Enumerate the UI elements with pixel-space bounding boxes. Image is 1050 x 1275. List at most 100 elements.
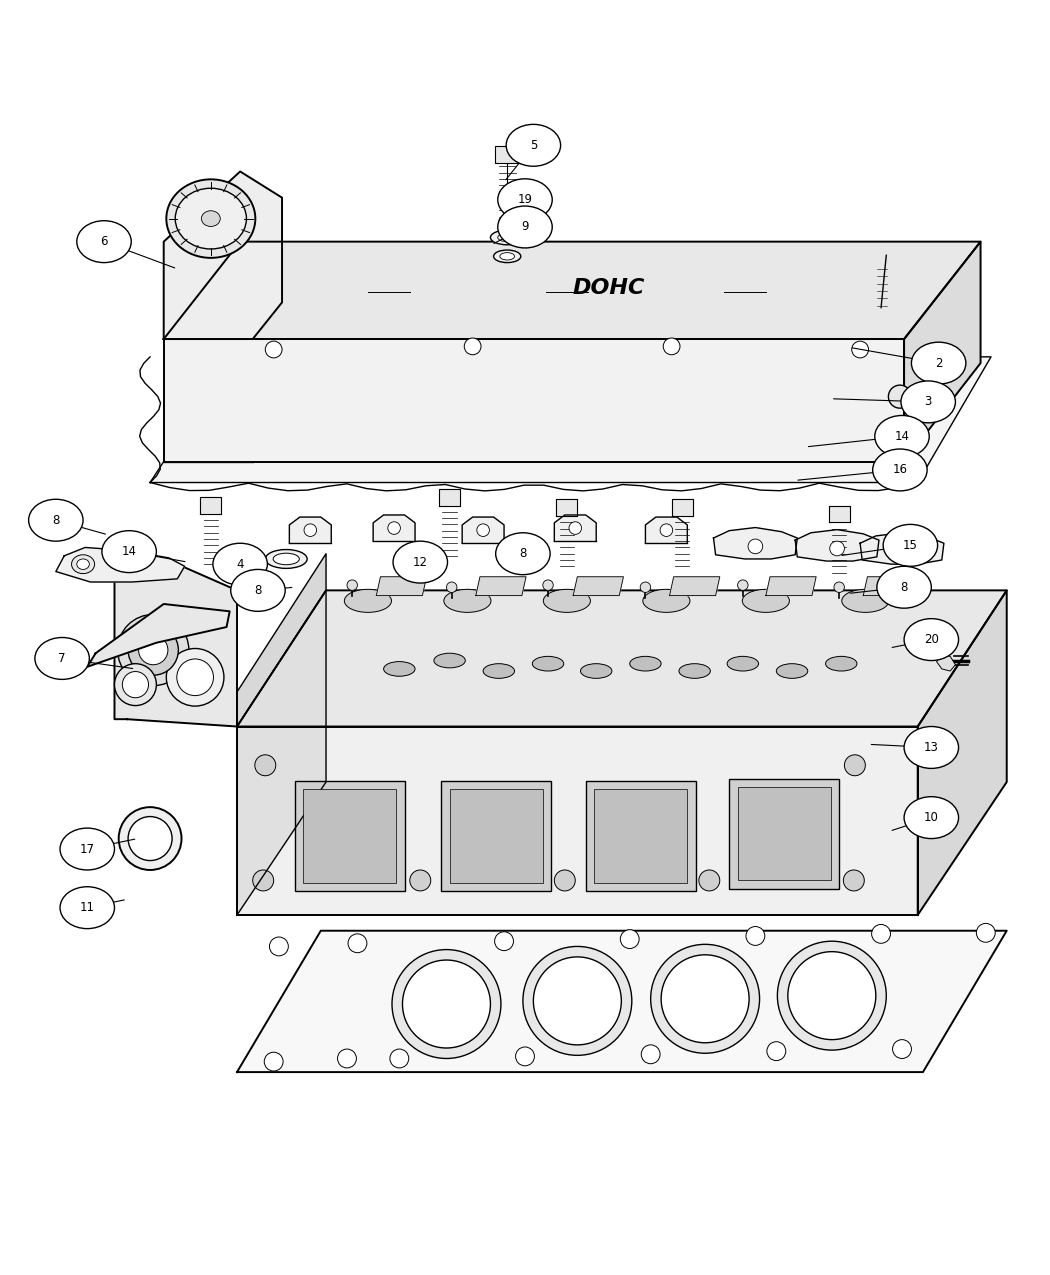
Polygon shape <box>476 576 526 595</box>
Circle shape <box>348 933 366 952</box>
Text: 4: 4 <box>236 557 244 571</box>
Ellipse shape <box>71 555 94 574</box>
Circle shape <box>554 870 575 891</box>
Text: 14: 14 <box>122 546 136 558</box>
Circle shape <box>265 1052 284 1071</box>
Ellipse shape <box>273 553 299 565</box>
Polygon shape <box>556 500 578 516</box>
Polygon shape <box>164 171 282 339</box>
Polygon shape <box>237 931 1007 1072</box>
Ellipse shape <box>581 664 612 678</box>
Circle shape <box>660 524 673 537</box>
Polygon shape <box>376 576 426 595</box>
Ellipse shape <box>904 618 959 660</box>
Bar <box>729 779 839 889</box>
Circle shape <box>387 521 400 534</box>
Circle shape <box>390 1049 408 1068</box>
Polygon shape <box>860 533 944 565</box>
Polygon shape <box>114 565 237 727</box>
Bar <box>449 789 543 882</box>
Ellipse shape <box>643 589 690 612</box>
Circle shape <box>843 870 864 891</box>
Text: DOHC: DOHC <box>572 278 645 298</box>
Bar <box>594 789 688 882</box>
Circle shape <box>446 581 457 593</box>
Ellipse shape <box>114 664 156 705</box>
Polygon shape <box>554 515 596 541</box>
Circle shape <box>477 524 489 537</box>
Polygon shape <box>373 515 415 541</box>
Ellipse shape <box>727 657 758 671</box>
Bar <box>295 782 404 891</box>
Circle shape <box>699 870 720 891</box>
Ellipse shape <box>28 500 83 541</box>
Circle shape <box>621 929 639 949</box>
Polygon shape <box>918 590 1007 915</box>
Ellipse shape <box>500 252 514 260</box>
Ellipse shape <box>911 342 966 384</box>
Ellipse shape <box>123 672 148 697</box>
Ellipse shape <box>776 664 807 678</box>
Text: 13: 13 <box>924 741 939 754</box>
Text: 10: 10 <box>924 811 939 824</box>
Polygon shape <box>237 553 327 727</box>
Ellipse shape <box>877 566 931 608</box>
Polygon shape <box>87 604 230 667</box>
Ellipse shape <box>904 727 959 769</box>
Ellipse shape <box>498 233 517 242</box>
Ellipse shape <box>825 657 857 671</box>
Circle shape <box>640 581 651 593</box>
Polygon shape <box>672 500 693 516</box>
Text: 7: 7 <box>59 652 66 666</box>
Text: 15: 15 <box>903 539 918 552</box>
Ellipse shape <box>393 541 447 583</box>
Polygon shape <box>439 488 460 506</box>
Ellipse shape <box>875 416 929 458</box>
Circle shape <box>834 581 844 593</box>
Polygon shape <box>56 547 185 581</box>
Ellipse shape <box>883 524 938 566</box>
Polygon shape <box>150 357 991 482</box>
Ellipse shape <box>175 189 247 249</box>
Text: 8: 8 <box>901 580 908 594</box>
Text: 2: 2 <box>934 357 943 370</box>
Polygon shape <box>863 576 914 595</box>
Circle shape <box>788 951 876 1039</box>
Text: 11: 11 <box>80 901 94 914</box>
Ellipse shape <box>679 664 711 678</box>
Circle shape <box>746 927 764 945</box>
Ellipse shape <box>498 207 552 247</box>
Polygon shape <box>462 518 504 543</box>
Ellipse shape <box>842 589 889 612</box>
Polygon shape <box>290 518 331 543</box>
Bar <box>441 782 551 891</box>
Ellipse shape <box>77 558 89 570</box>
Text: 6: 6 <box>100 235 108 249</box>
Circle shape <box>533 958 622 1046</box>
Ellipse shape <box>344 589 392 612</box>
Circle shape <box>872 924 890 944</box>
Polygon shape <box>937 654 956 671</box>
Ellipse shape <box>60 886 114 928</box>
Polygon shape <box>573 576 624 595</box>
Text: 19: 19 <box>518 194 532 207</box>
Ellipse shape <box>494 250 521 263</box>
Circle shape <box>304 524 317 537</box>
Circle shape <box>662 955 749 1043</box>
Ellipse shape <box>888 385 911 408</box>
Circle shape <box>410 870 430 891</box>
Ellipse shape <box>873 449 927 491</box>
Ellipse shape <box>60 827 114 870</box>
Circle shape <box>402 960 490 1048</box>
Circle shape <box>852 342 868 358</box>
Text: 14: 14 <box>895 430 909 442</box>
Circle shape <box>766 1042 785 1061</box>
Circle shape <box>464 338 481 354</box>
Polygon shape <box>237 590 327 915</box>
Polygon shape <box>201 497 222 514</box>
Circle shape <box>253 870 274 891</box>
Ellipse shape <box>383 662 415 676</box>
Circle shape <box>830 541 844 556</box>
Text: 9: 9 <box>521 221 529 233</box>
Ellipse shape <box>490 230 524 245</box>
